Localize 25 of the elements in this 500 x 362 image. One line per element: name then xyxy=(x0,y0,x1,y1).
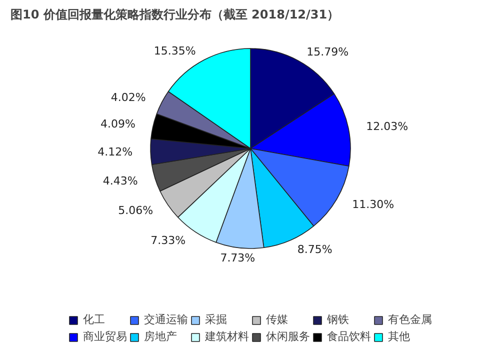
legend-label: 其他 xyxy=(388,329,410,344)
legend-label: 交通运输 xyxy=(144,312,188,327)
data-label: 8.75% xyxy=(297,242,332,256)
data-label: 12.03% xyxy=(366,120,408,134)
legend-label: 商业贸易 xyxy=(83,329,127,344)
data-label: 4.43% xyxy=(102,174,138,188)
data-label: 11.30% xyxy=(352,198,394,211)
data-label: 15.35% xyxy=(154,44,196,58)
legend-label: 食品饮料 xyxy=(327,329,371,344)
legend-label: 传媒 xyxy=(266,312,288,327)
legend-label: 房地产 xyxy=(144,329,177,344)
data-label: 4.09% xyxy=(100,117,136,130)
data-label: 7.33% xyxy=(150,234,186,247)
legend-label: 采掘 xyxy=(205,312,227,327)
data-label: 5.06% xyxy=(118,204,154,218)
data-label: 4.02% xyxy=(110,91,146,104)
data-label: 4.12% xyxy=(98,146,133,159)
legend-label: 休闲服务 xyxy=(266,329,310,344)
data-label: 15.79% xyxy=(306,45,349,58)
legend-label: 化工 xyxy=(83,312,105,327)
legend-label: 有色金属 xyxy=(388,312,432,327)
legend-label: 建筑材料 xyxy=(205,329,249,344)
legend-label: 钢铁 xyxy=(327,312,349,327)
chart-title: 图10 价值回报量化策略指数行业分布（截至 2018/12/31） xyxy=(10,8,340,22)
data-label: 7.73% xyxy=(220,251,256,264)
